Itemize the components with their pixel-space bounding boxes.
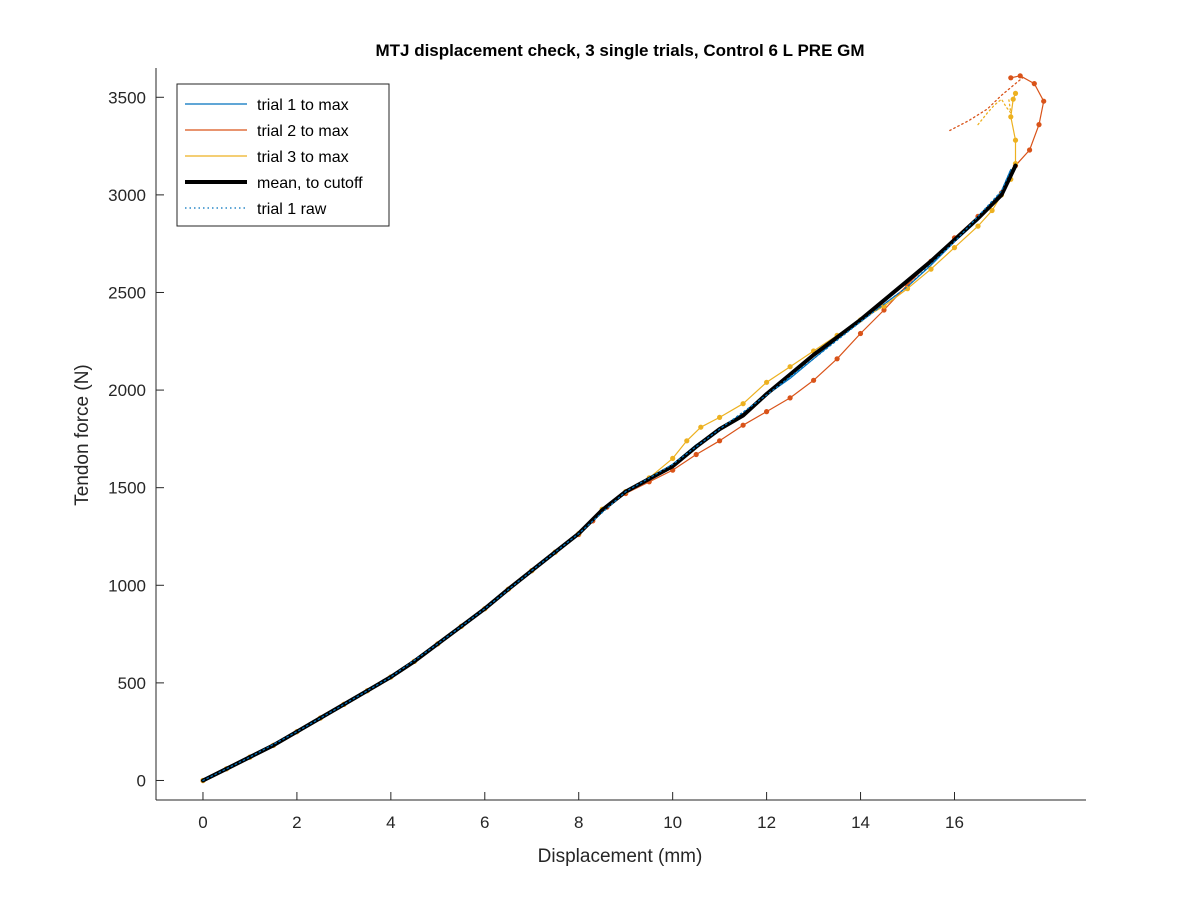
plot-area bbox=[200, 73, 1047, 784]
series-3-point bbox=[951, 245, 958, 251]
series-line-4 bbox=[201, 163, 1018, 783]
series-3-point bbox=[975, 223, 981, 229]
series-2-point bbox=[881, 307, 887, 313]
x-axis-label: Displacement (mm) bbox=[538, 846, 703, 867]
x-tick-label: 8 bbox=[574, 813, 583, 832]
x-tick-label: 0 bbox=[198, 813, 207, 832]
legend-label: mean, to cutoff bbox=[257, 175, 363, 192]
x-tick-label: 4 bbox=[386, 813, 395, 832]
legend: trial 1 to max trial 2 to max trial 3 to m… bbox=[176, 83, 390, 227]
chart-title: MTJ displacement check, 3 single trials,… bbox=[375, 41, 864, 60]
x-tick-label: 16 bbox=[945, 813, 964, 832]
series-2-point bbox=[740, 422, 746, 428]
series-3-point bbox=[1010, 96, 1016, 102]
y-tick-label: 3500 bbox=[108, 88, 146, 107]
y-tick-label: 1500 bbox=[108, 479, 146, 498]
series-3-point bbox=[717, 414, 723, 420]
series-3-point bbox=[928, 266, 934, 272]
series-3-point bbox=[1012, 137, 1019, 143]
series-2-point bbox=[1041, 98, 1047, 104]
y-tick-label: 0 bbox=[137, 771, 146, 790]
series-3-point bbox=[698, 424, 704, 430]
legend-box bbox=[176, 83, 390, 227]
x-tick-label: 6 bbox=[480, 813, 489, 832]
series-2-point bbox=[1031, 81, 1037, 87]
series-3-point bbox=[1008, 114, 1014, 120]
series-line-5 bbox=[202, 168, 1012, 782]
series-2-point bbox=[1008, 75, 1014, 81]
series-2-point bbox=[1027, 147, 1033, 153]
series-2-point bbox=[717, 438, 723, 444]
y-tick-label: 1000 bbox=[108, 576, 146, 595]
series-2-point bbox=[857, 330, 864, 337]
series-2-point bbox=[787, 395, 793, 401]
series-2-point bbox=[1017, 73, 1023, 79]
series-3-point bbox=[764, 379, 770, 385]
series-3-point bbox=[670, 455, 676, 461]
series-2-point bbox=[834, 356, 840, 362]
x-tick-label: 12 bbox=[757, 813, 776, 832]
series-3-point bbox=[740, 401, 746, 407]
series-3-point bbox=[787, 364, 793, 370]
series-2-point bbox=[764, 409, 770, 415]
x-tick-label: 2 bbox=[292, 813, 301, 832]
series-3-point bbox=[989, 207, 995, 214]
x-tick-label: 10 bbox=[663, 813, 682, 832]
series-3-point bbox=[1012, 90, 1019, 96]
y-tick-label: 2000 bbox=[108, 381, 146, 400]
y-axis-label: Tendon force (N) bbox=[72, 364, 93, 506]
series-3-point bbox=[684, 438, 690, 444]
series-line-6 bbox=[949, 77, 1024, 132]
y-tick-label: 3000 bbox=[108, 186, 146, 205]
x-tick-label: 14 bbox=[851, 813, 870, 832]
axes: 0 2 4 6 8 10 12 14 16 0 500 1000 1500 2000 2500 3000 350… bbox=[108, 68, 1086, 832]
legend-label: trial 1 raw bbox=[257, 201, 327, 218]
series-2-point bbox=[693, 451, 699, 458]
y-tick-label: 2500 bbox=[108, 283, 146, 302]
series-line-7 bbox=[977, 96, 1012, 126]
legend-label: trial 1 to max bbox=[257, 97, 349, 114]
y-tick-label: 500 bbox=[118, 674, 146, 693]
series-2-point bbox=[1036, 122, 1042, 128]
legend-label: trial 2 to max bbox=[257, 123, 349, 140]
series-2-point bbox=[811, 377, 817, 383]
legend-label: trial 3 to max bbox=[257, 149, 349, 166]
